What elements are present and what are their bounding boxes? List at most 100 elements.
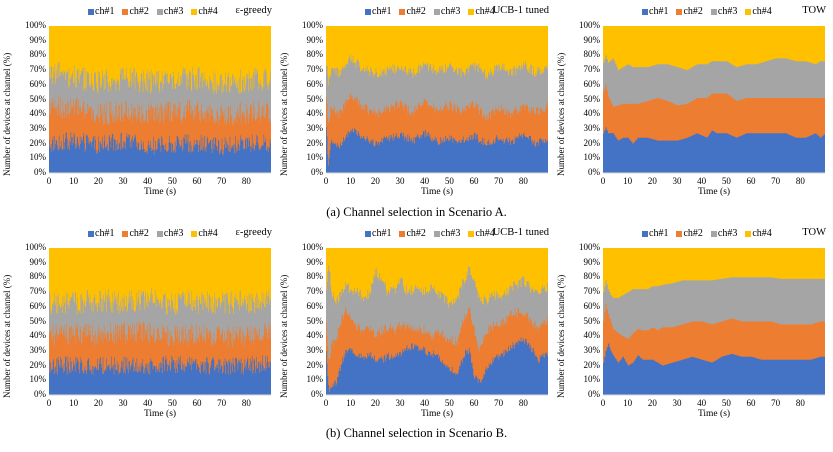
legend-label: ch#4 (752, 228, 772, 239)
legend-label: ch#3 (440, 6, 461, 17)
y-tick-label: 40% (306, 108, 324, 119)
x-tick-label: 10 (623, 176, 633, 186)
y-tick-label: 100% (25, 242, 46, 252)
y-tick-label: 100% (302, 20, 323, 30)
x-tick-label: 40 (420, 398, 430, 408)
legend-item: ch#3 (710, 6, 737, 17)
legend-swatch (399, 8, 406, 15)
legend-swatch (642, 8, 648, 15)
x-tick-label: 10 (69, 398, 79, 408)
legend-item: ch#2 (122, 228, 149, 239)
y-tick-label: 50% (583, 315, 601, 326)
x-tick-label: 40 (697, 398, 707, 408)
x-tick-label: 70 (771, 176, 781, 186)
legend-swatch (745, 230, 752, 237)
y-tick-label: 30% (29, 344, 47, 355)
chart-panel-b-5: ch#1 ch#2 ch#3 ch#4 TOW 0% 10% 20% 30% 40% 50% 60% 7… (554, 222, 832, 422)
legend-item: ch#2 (399, 228, 426, 239)
x-tick-label: 70 (217, 398, 227, 408)
legend-item: ch#3 (433, 6, 461, 17)
x-tick-label: 80 (518, 176, 528, 186)
chart-panel-a-0: ch#1 ch#2 ch#3 ch#4 ε-greedy 0% 10% 20% 30% 40% 50… (0, 0, 278, 200)
y-tick-label: 80% (583, 271, 601, 282)
legend-swatch (88, 8, 94, 15)
y-tick-label: 100% (25, 20, 46, 30)
x-tick-label: 50 (721, 176, 731, 186)
x-tick-label: 40 (143, 176, 153, 186)
y-tick-label: 20% (29, 359, 47, 370)
x-tick-label: 0 (600, 176, 606, 186)
legend-swatch (433, 230, 440, 237)
y-tick-label: 50% (29, 93, 47, 104)
y-tick-label: 70% (583, 64, 601, 75)
y-tick-label: 70% (306, 286, 324, 297)
legend-item: ch#1 (642, 228, 668, 239)
x-tick-label: 10 (69, 176, 79, 186)
algorithm-title: TOW (802, 5, 826, 16)
legend-item: ch#1 (642, 6, 668, 17)
y-tick-label: 50% (306, 93, 324, 104)
ch1-area (326, 126, 548, 173)
legend-label: ch#2 (406, 228, 426, 239)
x-tick-label: 0 (323, 176, 329, 186)
x-axis-label: Time (s) (697, 187, 731, 197)
legend-label: ch#1 (372, 228, 392, 239)
y-tick-label: 90% (29, 256, 47, 267)
x-tick-label: 10 (623, 398, 633, 408)
legend-label: ch#4 (198, 228, 218, 239)
legend: ch#1 ch#2 ch#3 ch#4 (88, 6, 218, 17)
x-tick-label: 20 (93, 398, 103, 408)
x-tick-label: 70 (494, 398, 504, 408)
y-tick-label: 100% (579, 20, 600, 30)
x-axis-label: Time (s) (420, 409, 454, 419)
x-tick-label: 10 (346, 398, 356, 408)
legend-label: ch#1 (95, 6, 115, 17)
y-tick-label: 80% (583, 49, 601, 60)
x-tick-label: 50 (444, 176, 454, 186)
x-tick-label: 60 (746, 176, 756, 186)
legend-swatch (745, 8, 752, 15)
legend-label: ch#2 (129, 6, 149, 17)
y-tick-label: 50% (583, 93, 601, 104)
stacked-area-plot (603, 26, 825, 174)
x-tick-label: 30 (672, 398, 682, 408)
legend-swatch (433, 8, 440, 15)
x-tick-label: 80 (518, 398, 528, 408)
algorithm-title: UCB-1 tuned (492, 5, 549, 16)
y-tick-label: 60% (583, 300, 601, 311)
y-tick-label: 70% (306, 64, 324, 75)
legend-swatch (365, 8, 371, 15)
legend-label: ch#3 (163, 228, 184, 239)
y-tick-label: 80% (306, 49, 324, 60)
x-tick-label: 0 (46, 398, 52, 408)
y-tick-label: 40% (29, 330, 47, 341)
chart-panel-a-2: ch#1 ch#2 ch#3 ch#4 TOW 0% 10% 20% 30% 40% 50% 60% 7… (554, 0, 832, 200)
legend-item: ch#1 (365, 228, 391, 239)
x-tick-label: 30 (118, 176, 128, 186)
y-tick-label: 90% (583, 256, 601, 267)
x-tick-label: 20 (647, 398, 657, 408)
legend-swatch (156, 8, 163, 15)
legend-item: ch#2 (676, 6, 703, 17)
y-tick-label: 20% (306, 137, 324, 148)
legend-label: ch#2 (683, 6, 703, 17)
legend-swatch (710, 230, 717, 237)
y-tick-label: 60% (29, 78, 47, 89)
y-tick-label: 20% (306, 359, 324, 370)
chart-panel-a-1: ch#1 ch#2 ch#3 ch#4 UCB-1 tuned 0% 10% 20% 30% 40… (277, 0, 555, 200)
y-tick-label: 80% (29, 49, 47, 60)
legend-label: ch#4 (198, 6, 218, 17)
legend: ch#1 ch#2 ch#3 ch#4 (365, 6, 495, 17)
ch1-area (49, 355, 271, 395)
x-tick-label: 60 (469, 176, 479, 186)
x-axis-label: Time (s) (697, 409, 731, 419)
y-tick-label: 60% (306, 300, 324, 311)
x-tick-label: 20 (93, 176, 103, 186)
x-tick-label: 30 (672, 176, 682, 186)
legend-swatch (710, 8, 717, 15)
x-tick-label: 40 (697, 176, 707, 186)
y-axis-label: Number of devices at channel (%) (556, 52, 566, 176)
y-tick-label: 50% (29, 315, 47, 326)
y-axis-label: Number of devices at channel (%) (556, 274, 566, 398)
y-tick-label: 70% (583, 286, 601, 297)
